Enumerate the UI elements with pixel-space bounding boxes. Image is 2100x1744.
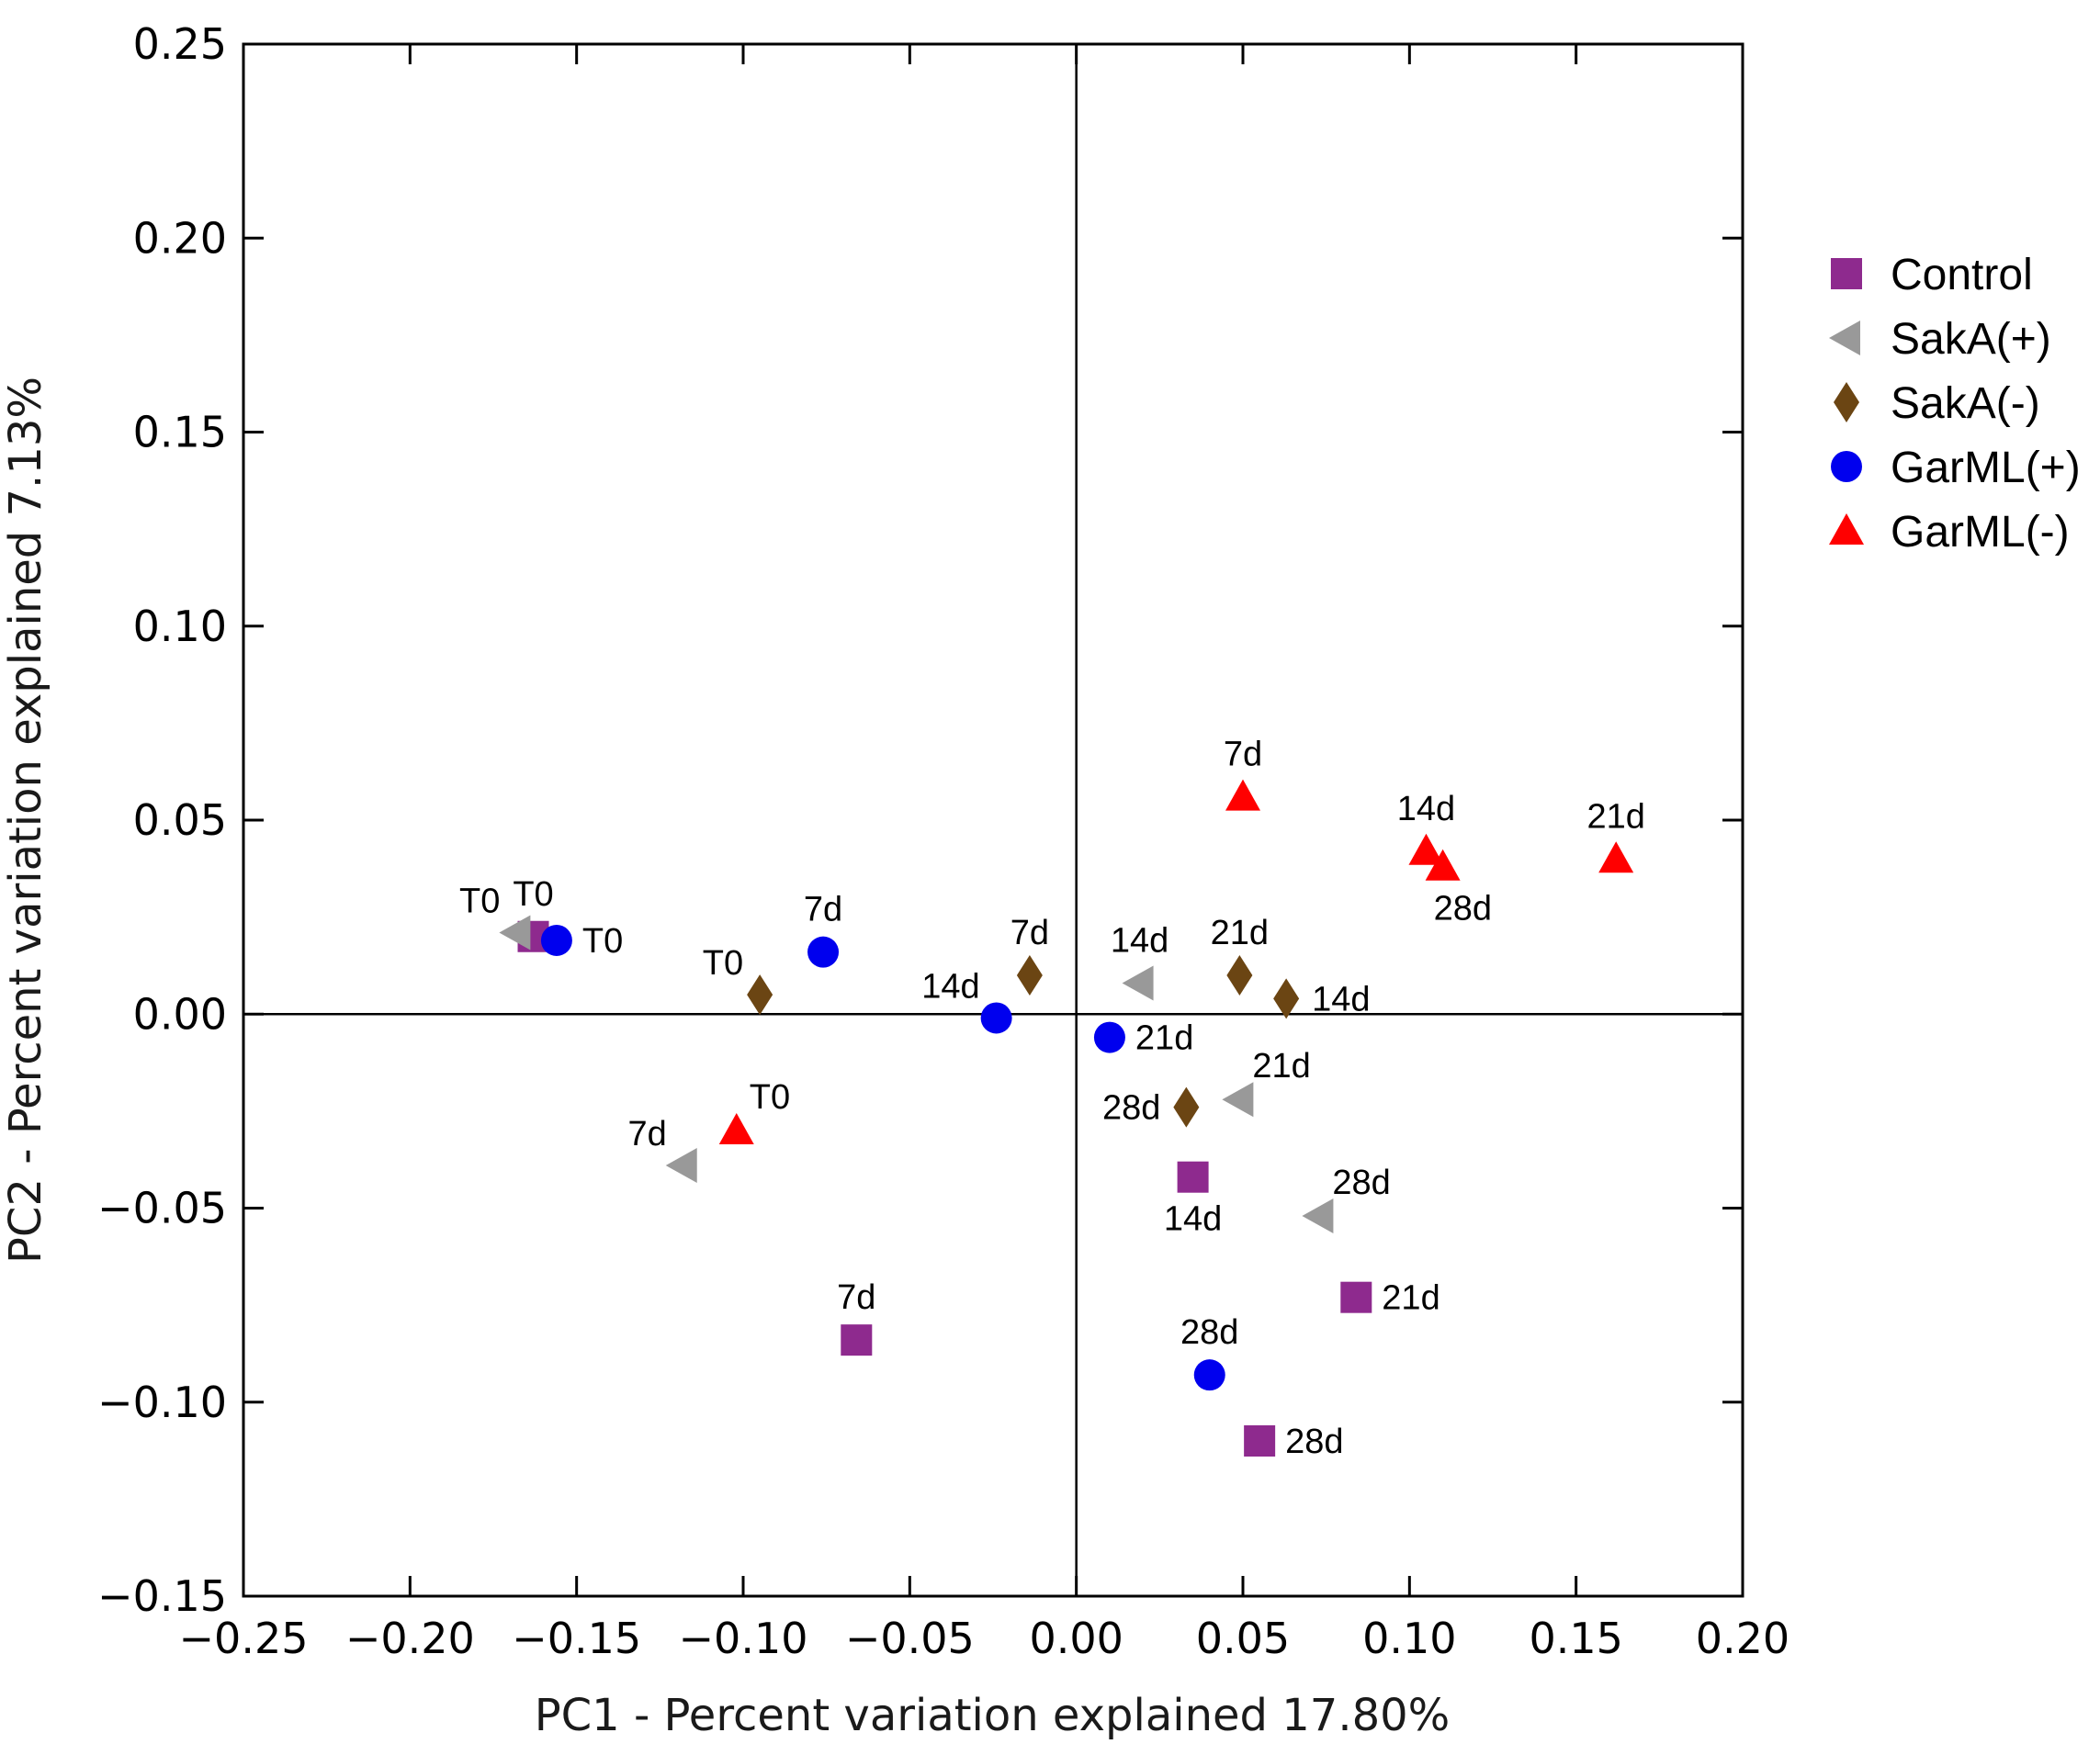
- x-axis-title: PC1 - Percent variation explained 17.80%: [535, 1690, 1451, 1741]
- y-tick-label: 0.25: [133, 19, 227, 69]
- saka-point: [1016, 955, 1043, 996]
- saka-point-label: 14d: [1312, 980, 1370, 1018]
- y-axis-title: PC2 - Percent variation explained 7.13%: [0, 377, 51, 1264]
- garml-point-label: 28d: [1434, 890, 1492, 928]
- saka-point-label: 7d: [1010, 914, 1049, 952]
- legend-garml-label: GarML(+): [1891, 444, 2081, 492]
- x-axis-ticks: −0.25 −0.20 −0.15 −0.10 −0.05 0.00 0.05 0.10 0.1…: [179, 44, 1790, 1663]
- saka-point-label: 21d: [1252, 1047, 1310, 1086]
- saka-point: [1222, 1082, 1254, 1118]
- y-tick-label: 0.15: [133, 408, 227, 457]
- x-tick-label: −0.10: [679, 1614, 808, 1663]
- x-tick-label: 0.00: [1029, 1614, 1123, 1663]
- saka-point: [1173, 1086, 1200, 1128]
- saka-point-label: 7d: [627, 1115, 666, 1153]
- point-labels: T07d14d21d28dT07d14d21d28dT07d14d21d28dT…: [459, 736, 1645, 1461]
- garml-point-label: T0: [750, 1078, 790, 1117]
- y-tick-label: 0.00: [133, 989, 227, 1039]
- legend: Control SakA(+) SakA(-) GarML(+) GarML(-): [1829, 251, 2081, 557]
- saka-point: [747, 974, 773, 1016]
- saka-point: [1122, 965, 1154, 1001]
- control-point: [1340, 1281, 1372, 1313]
- garml-point: [980, 1002, 1012, 1034]
- control-point: [1244, 1425, 1276, 1457]
- plot-frame: [242, 42, 1744, 1598]
- garml-point-label: 28d: [1180, 1313, 1238, 1352]
- y-tick-label: −0.10: [97, 1378, 227, 1427]
- x-tick-label: −0.20: [345, 1614, 475, 1663]
- saka-point: [1302, 1198, 1334, 1233]
- legend-garml-label: GarML(-): [1891, 508, 2070, 557]
- garml-point-label: 14d: [1397, 790, 1455, 828]
- x-tick-label: −0.15: [512, 1614, 641, 1663]
- zero-reference-lines: [243, 44, 1743, 1596]
- garml-point: [1408, 833, 1444, 865]
- garml-point: [1193, 1359, 1225, 1391]
- saka-point-label: T0: [703, 944, 743, 983]
- x-tick-label: −0.25: [179, 1614, 309, 1663]
- y-tick-label: −0.15: [97, 1571, 227, 1621]
- x-tick-label: 0.05: [1196, 1614, 1290, 1663]
- garml-point-label: T0: [582, 922, 623, 961]
- garml-point: [1425, 849, 1461, 881]
- saka-point-label: 14d: [1111, 921, 1169, 960]
- saka-point-label: 21d: [1211, 914, 1269, 952]
- x-tick-label: 0.20: [1696, 1614, 1790, 1663]
- legend-saka-label: SakA(+): [1891, 315, 2051, 364]
- saka-point: [665, 1148, 697, 1184]
- legend-control-marker: [1831, 258, 1862, 289]
- y-tick-label: 0.10: [133, 602, 227, 651]
- saka-point: [499, 915, 531, 951]
- legend-control-label: Control: [1891, 251, 2033, 299]
- garml-point-label: 21d: [1135, 1019, 1193, 1058]
- control-point-label: 21d: [1382, 1279, 1440, 1318]
- saka-point: [1273, 978, 1300, 1019]
- garml-point: [807, 936, 840, 968]
- data-points: [499, 779, 1634, 1457]
- saka-point-label: T0: [459, 883, 500, 921]
- garml-point: [540, 924, 572, 956]
- garml-point: [1225, 779, 1260, 811]
- y-tick-label: 0.20: [133, 213, 227, 263]
- legend-saka-marker: [1834, 382, 1859, 422]
- garml-point-label: 21d: [1586, 797, 1644, 836]
- control-point-label: 7d: [837, 1278, 875, 1317]
- garml-point: [718, 1113, 754, 1144]
- x-tick-label: 0.15: [1529, 1614, 1622, 1663]
- y-tick-label: −0.05: [97, 1184, 227, 1233]
- garml-point-label: 14d: [921, 967, 979, 1006]
- garml-point-label: 7d: [1224, 736, 1262, 774]
- control-point-label: T0: [513, 875, 553, 914]
- x-tick-label: −0.05: [845, 1614, 975, 1663]
- y-axis-ticks: −0.15 −0.10 −0.05 0.00 0.05 0.10 0.15 0.20 0.25: [97, 19, 1743, 1621]
- garml-point: [1598, 841, 1634, 873]
- control-point: [841, 1324, 873, 1356]
- saka-point-label: 28d: [1102, 1089, 1160, 1128]
- legend-saka-marker: [1829, 321, 1860, 355]
- control-point-label: 14d: [1164, 1200, 1222, 1239]
- garml-point: [1093, 1021, 1125, 1053]
- saka-point-label: 28d: [1332, 1164, 1390, 1202]
- saka-point: [1226, 955, 1253, 996]
- control-point-label: 28d: [1285, 1423, 1343, 1461]
- y-tick-label: 0.05: [133, 795, 227, 845]
- legend-garml-marker: [1831, 451, 1862, 482]
- legend-saka-label: SakA(-): [1891, 379, 2040, 428]
- garml-point-label: 7d: [804, 891, 842, 929]
- x-tick-label: 0.10: [1362, 1614, 1456, 1663]
- legend-garml-marker: [1829, 513, 1864, 545]
- control-point: [1177, 1161, 1209, 1193]
